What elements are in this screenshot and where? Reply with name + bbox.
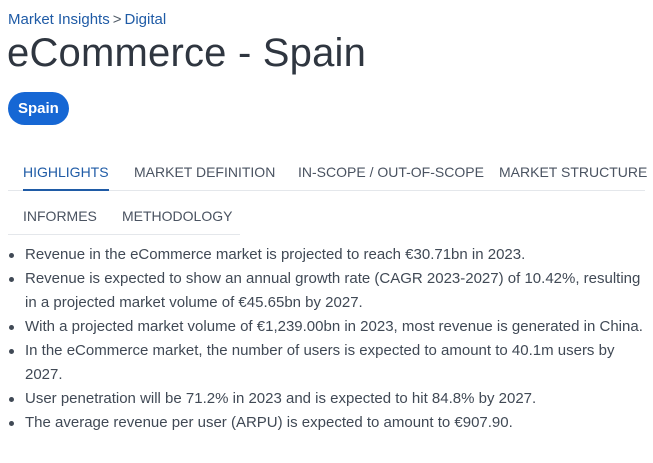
country-chip-spain[interactable]: Spain <box>8 92 69 125</box>
tabs-row-2: INFORMES METHODOLOGY <box>8 198 240 235</box>
highlight-item: Revenue is expected to show an annual gr… <box>0 267 653 315</box>
breadcrumb-market-insights-link[interactable]: Market Insights <box>8 11 110 28</box>
highlight-item: With a projected market volume of €1,239… <box>0 315 653 339</box>
tab-highlights[interactable]: HIGHLIGHTS <box>23 154 109 191</box>
breadcrumb: Market Insights > Digital <box>8 11 166 28</box>
tab-methodology[interactable]: METHODOLOGY <box>122 208 233 224</box>
tab-market-structure[interactable]: MARKET STRUCTURE <box>499 164 648 180</box>
breadcrumb-separator: > <box>112 11 122 28</box>
tab-informes[interactable]: INFORMES <box>23 208 97 224</box>
page-title: eCommerce - Spain <box>7 31 367 75</box>
tab-in-scope-out-of-scope[interactable]: IN-SCOPE / OUT-OF-SCOPE <box>298 164 484 180</box>
highlight-item: Revenue in the eCommerce market is proje… <box>0 243 653 267</box>
highlight-item: In the eCommerce market, the number of u… <box>0 339 653 387</box>
highlight-item: The average revenue per user (ARPU) is e… <box>0 411 653 435</box>
highlights-list: Revenue in the eCommerce market is proje… <box>0 243 653 435</box>
tab-market-definition[interactable]: MARKET DEFINITION <box>134 164 276 180</box>
tabs-row-1: HIGHLIGHTS MARKET DEFINITION IN-SCOPE / … <box>8 154 648 191</box>
highlight-item: User penetration will be 71.2% in 2023 a… <box>0 387 653 411</box>
breadcrumb-digital-link[interactable]: Digital <box>124 11 167 28</box>
